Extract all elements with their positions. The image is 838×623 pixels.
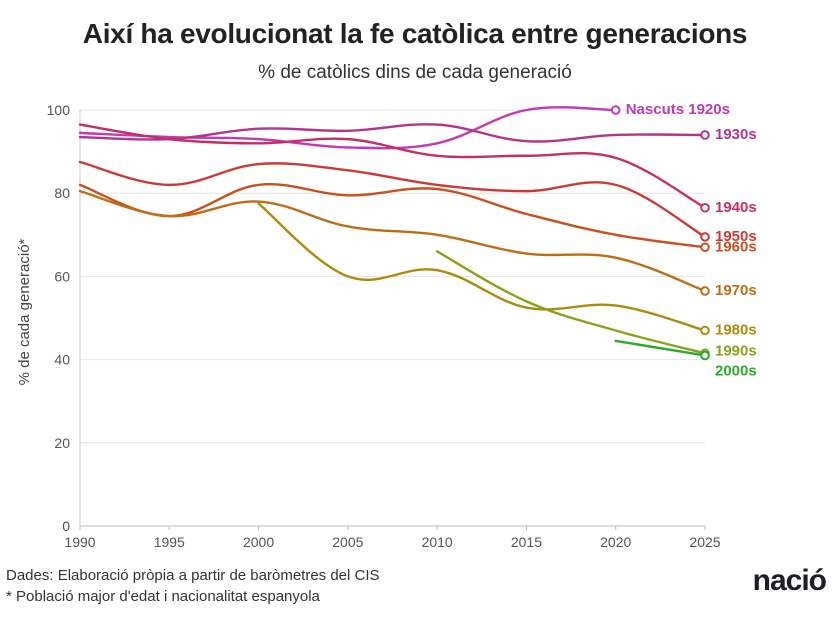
chart-title: Així ha evolucionat la fe catòlica entre…: [82, 18, 748, 49]
y-tick-label: 40: [54, 352, 70, 368]
series-end-marker: [700, 325, 710, 336]
series-label: 2000s: [715, 362, 757, 379]
series-line: [435, 250, 707, 355]
source-note: Dades: Elaboració pròpia a partir de bar…: [6, 567, 380, 584]
series-line: [78, 106, 617, 150]
series-end-marker: [700, 232, 710, 242]
series-label: 1960s: [715, 238, 757, 255]
series-end-marker: [700, 130, 710, 140]
series-end-marker: [700, 242, 710, 253]
y-tick-label: 0: [62, 518, 70, 534]
y-tick-label: 20: [54, 435, 70, 451]
y-tick-label: 80: [54, 185, 70, 201]
series-end-marker: [700, 350, 710, 361]
x-tick-label: 2015: [511, 534, 542, 550]
y-tick-label: 60: [54, 268, 70, 284]
series-line: [257, 202, 707, 332]
series-label: 1930s: [715, 126, 757, 143]
series-end-marker: [610, 105, 621, 115]
x-tick-label: 1990: [64, 534, 95, 550]
x-tick-label: 1995: [154, 534, 185, 550]
series-line: [78, 123, 707, 143]
series-end-marker: [700, 202, 710, 213]
y-tick-label: 100: [47, 102, 71, 118]
series-line: [78, 123, 707, 209]
series-label: 1970s: [715, 282, 757, 299]
series-label: 1940s: [715, 199, 757, 216]
nacio-logo: nació: [752, 564, 827, 597]
x-tick-label: 2000: [243, 534, 274, 550]
series-end-marker: [700, 286, 710, 296]
series-line: [614, 339, 707, 357]
x-tick-label: 2025: [689, 534, 720, 550]
series-line: [78, 189, 707, 293]
x-tick-label: 2020: [600, 534, 631, 550]
x-tick-label: 2010: [422, 534, 453, 550]
series-label: 1980s: [715, 321, 757, 338]
series-label: 1990s: [715, 342, 757, 359]
series-label: Nascuts 1920s: [626, 101, 730, 118]
footnote: * Població major d'edat i nacionalitat e…: [6, 588, 320, 605]
x-tick-label: 2005: [332, 534, 363, 550]
series-line: [78, 160, 707, 239]
y-axis-title: % de cada generació*: [16, 238, 33, 385]
chart-subtitle: % de catòlics dins de cada generació: [258, 62, 572, 83]
series-label: 1950s: [715, 228, 757, 245]
